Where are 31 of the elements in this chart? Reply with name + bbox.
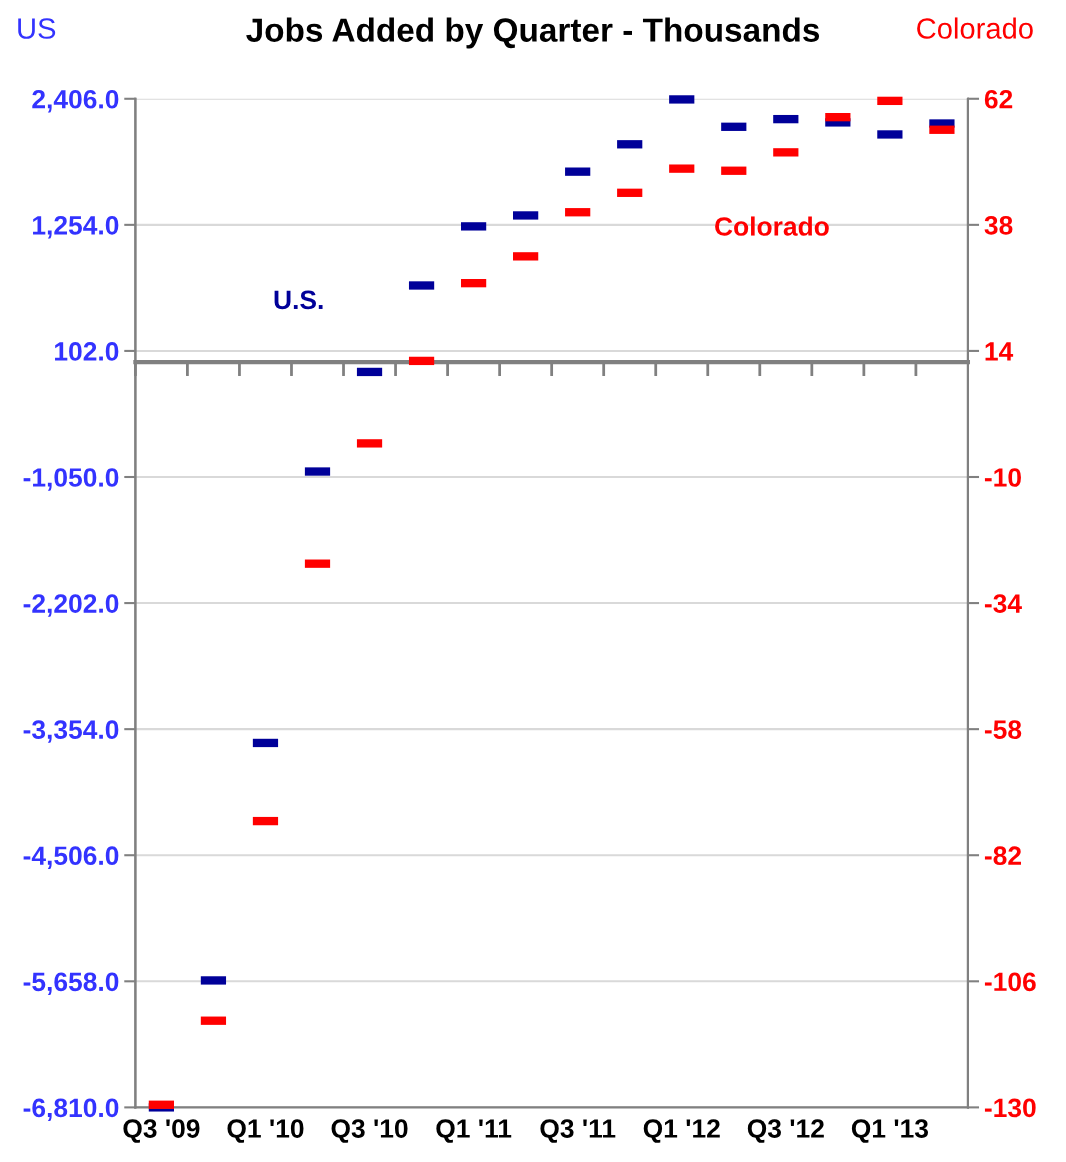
y2-tick-label: -130 [984, 1098, 1036, 1118]
chart-title: Jobs Added by Quarter - Thousands [246, 17, 820, 49]
y-tick-label: 2,406.0 [32, 89, 119, 113]
y2-axis-title: Colorado [917, 17, 1033, 39]
x-tick-label: Q1 '11 [436, 1119, 512, 1143]
y2-tick-label: -10 [984, 468, 1021, 487]
series-label: Colorado [715, 216, 829, 236]
y-tick-label: -6,810.0 [23, 1098, 119, 1122]
y2-tick-label: 38 [984, 215, 1013, 235]
x-tick-label: Q1 '13 [851, 1119, 929, 1143]
y-tick-label: -2,202.0 [23, 594, 119, 617]
x-tick-label: Q3 '10 [331, 1119, 408, 1143]
y2-tick-label: -58 [984, 720, 1022, 739]
x-tick-label: Q3 '12 [747, 1119, 824, 1143]
y-tick-label: -4,506.0 [23, 846, 119, 869]
y-axis-title: US [18, 18, 56, 39]
y-tick-label: -3,354.0 [23, 720, 119, 743]
y2-tick-label: -82 [984, 846, 1021, 866]
y-tick-label: -5,658.0 [23, 972, 119, 995]
y2-tick-label: -34 [984, 594, 1022, 613]
x-tick-label: Q3 '09 [123, 1119, 200, 1143]
x-tick-label: Q1 '12 [643, 1119, 720, 1143]
y-tick-label: 102.0 [55, 342, 119, 361]
y2-tick-label: 62 [984, 89, 1013, 109]
y-tick-label: -1,050.0 [23, 468, 119, 491]
y-tick-label: 1,254.0 [33, 215, 119, 239]
x-tick-label: Q3 '11 [540, 1119, 616, 1143]
y2-tick-label: -106 [984, 972, 1036, 992]
text: U.S. [274, 290, 323, 310]
x-tick-label: Q1 '10 [227, 1119, 304, 1143]
y2-tick-label: 14 [985, 342, 1014, 361]
